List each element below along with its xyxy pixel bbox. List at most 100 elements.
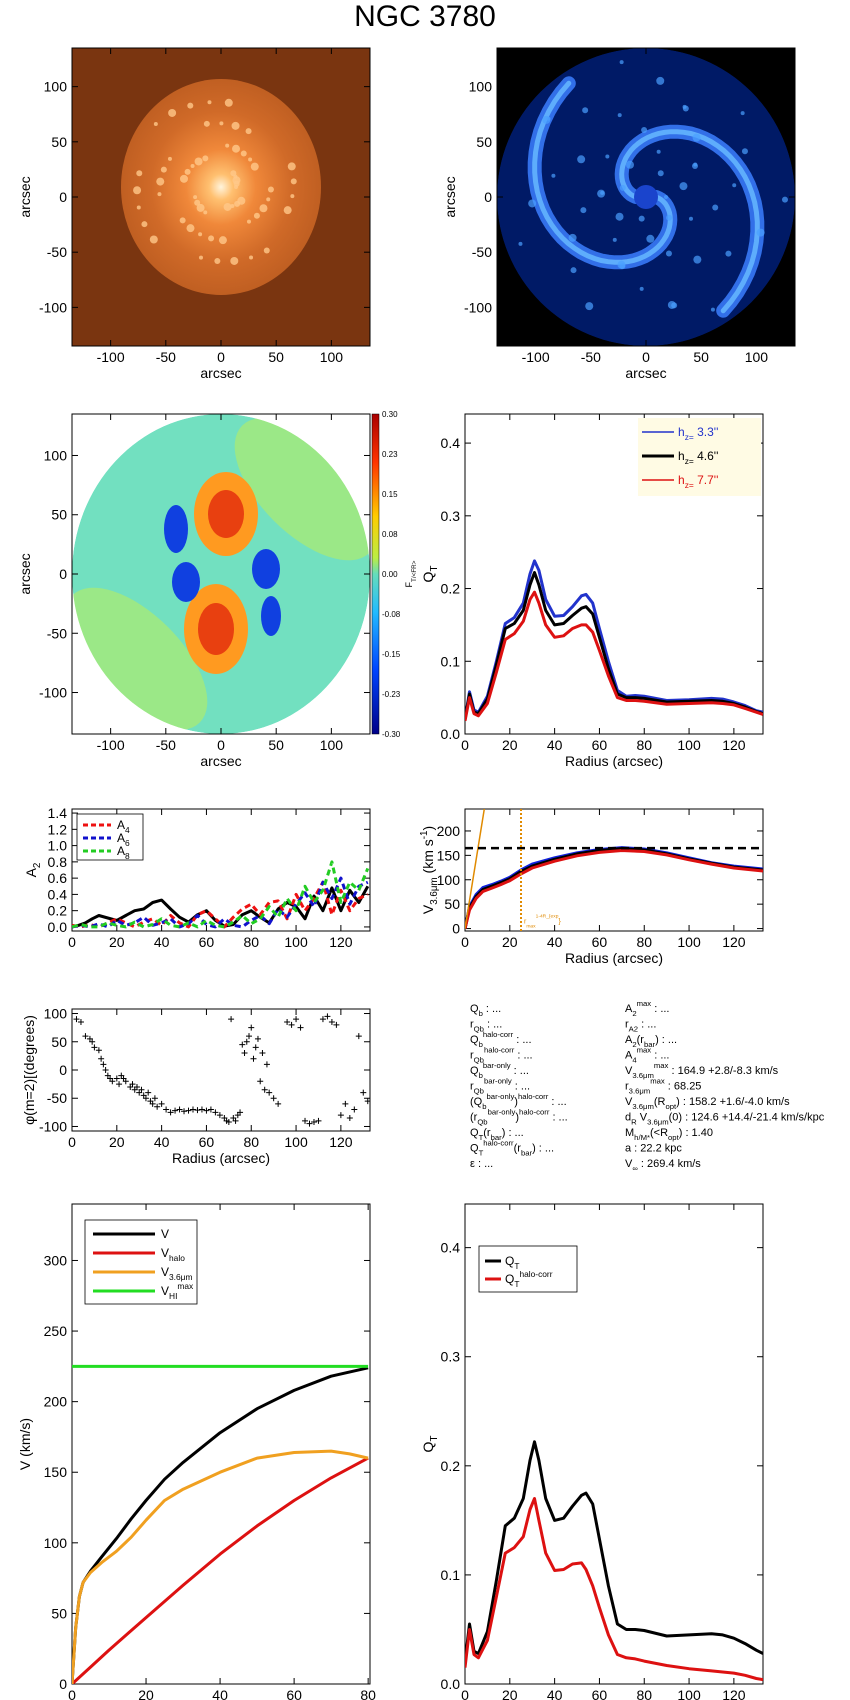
phase-point: [250, 1055, 257, 1062]
hii-region: [665, 250, 672, 257]
rotation-curve-chart: 0 20 40 60 80 100 120 0 50 100 150 200 Radius (arcse…: [419, 808, 764, 966]
star-knot: [225, 143, 230, 148]
force-ratio-map-panel: -100 -50 0 50 100 -100 -50 0 50 100 arcsec arcsec 0.…: [17, 410, 418, 769]
galaxy-disk: [121, 79, 321, 295]
star-knot: [160, 166, 167, 173]
x-tick-label: 100: [320, 349, 344, 365]
x-tick-label: 0: [68, 1687, 76, 1700]
hii-region: [657, 170, 664, 177]
x-tick-label: 120: [329, 934, 353, 950]
x-tick-label: 60: [286, 1687, 302, 1700]
y-tick-label: -100: [39, 685, 67, 701]
hii-region: [582, 107, 589, 114]
star-knot: [290, 178, 297, 185]
x-tick-label: 40: [154, 1134, 170, 1150]
hii-region: [612, 237, 617, 242]
hii-region: [656, 76, 665, 85]
plot-frame: [71, 1008, 371, 1132]
star-knot: [193, 195, 198, 200]
phase-point: [194, 1107, 201, 1114]
param-left: QT(rbar) : ...: [470, 1127, 524, 1142]
star-knot: [223, 202, 232, 211]
legend-label: V3.6μm: [161, 1265, 192, 1282]
hii-region: [551, 173, 556, 178]
y-axis-label: V (km/s): [17, 1418, 33, 1470]
phase-point: [158, 1100, 165, 1107]
star-knot: [133, 186, 142, 195]
rotation-series-line: [465, 849, 763, 929]
star-knot: [248, 157, 253, 162]
phase-point: [145, 1089, 152, 1096]
colorbar-tick-label: -0.15: [382, 650, 401, 659]
hii-region: [528, 199, 537, 208]
y-tick-label: 100: [44, 79, 68, 95]
hii-region: [518, 241, 523, 246]
y-tick-label: 200: [44, 1394, 68, 1410]
sector-lobe: [234, 417, 370, 561]
param-left: rQbbar-only : ...: [470, 1077, 530, 1096]
star-knot: [167, 156, 172, 161]
star-knot: [283, 206, 292, 215]
plot-frame: [464, 413, 764, 735]
phase-point: [328, 1018, 335, 1025]
x-tick-label: 20: [502, 737, 518, 753]
x-tick-label: 120: [722, 934, 746, 950]
y-tick-label: -100: [464, 299, 492, 315]
x-tick-label: 80: [636, 737, 652, 753]
hii-region: [682, 105, 689, 112]
x-tick-label: 120: [329, 1134, 353, 1150]
y-tick-label: 0: [59, 189, 67, 205]
star-knot: [231, 121, 240, 130]
fourier-series-line: [72, 885, 370, 929]
legend-label: A6: [117, 831, 130, 848]
x-tick-label: 80: [243, 1134, 259, 1150]
phase-point: [302, 1117, 309, 1124]
y-tick-label: 50: [51, 134, 67, 150]
x-tick-label: 40: [547, 737, 563, 753]
phase-point: [252, 1044, 259, 1051]
negative-lobe: [172, 562, 200, 602]
param-right: a : 22.2 kpc: [625, 1143, 682, 1155]
phase-point: [297, 1024, 304, 1031]
star-knot: [202, 155, 209, 162]
colorbar-label: FT/<FR>: [404, 560, 418, 587]
y-axis-label: arcsec: [17, 553, 33, 594]
hii-region: [740, 111, 745, 116]
plot-frame: [464, 808, 764, 932]
plot-area: [465, 559, 763, 722]
x-tick-label: -50: [156, 349, 176, 365]
qt-series-line: [465, 559, 763, 720]
y-tick-label: 0.6: [48, 870, 68, 886]
y-tick-label: 0.4: [48, 886, 68, 902]
legend-label: A4: [117, 818, 130, 835]
phase-point: [133, 1083, 140, 1090]
x-tick-label: 40: [547, 934, 563, 950]
colorbar-tick-label: -0.30: [382, 730, 401, 739]
param-left: Qbbar-only : ...: [470, 1061, 529, 1080]
rotation-series-line: [465, 809, 486, 929]
phase-point: [228, 1016, 235, 1023]
param-right: A4max : ...: [625, 1046, 670, 1065]
qt-halo-series-line: [465, 1440, 763, 1663]
phase-point: [319, 1016, 326, 1023]
y-tick-label: 50: [51, 1605, 67, 1621]
param-left: ε : ...: [470, 1158, 493, 1170]
rmax-label: rmax1-4R_{exp}: [524, 914, 561, 930]
y-tick-label: 1.2: [48, 821, 68, 837]
x-tick-label: 20: [502, 934, 518, 950]
x-tick-label: -50: [581, 349, 601, 365]
phase-point: [342, 1100, 349, 1107]
phase-point: [241, 1050, 248, 1057]
y-tick-label: 50: [444, 896, 460, 912]
hii-region: [646, 234, 655, 243]
star-knot: [267, 186, 274, 193]
phase-point: [113, 1075, 120, 1082]
spiral-arm: [619, 129, 760, 314]
hii-region: [692, 133, 701, 142]
param-right: r3.6μmmax : 68.25: [625, 1077, 701, 1096]
hii-region: [605, 154, 610, 159]
y-tick-label: 0.8: [48, 854, 68, 870]
x-axis-label: arcsec: [200, 365, 241, 381]
phase-point: [232, 1117, 239, 1124]
plot-area: [72, 860, 370, 929]
